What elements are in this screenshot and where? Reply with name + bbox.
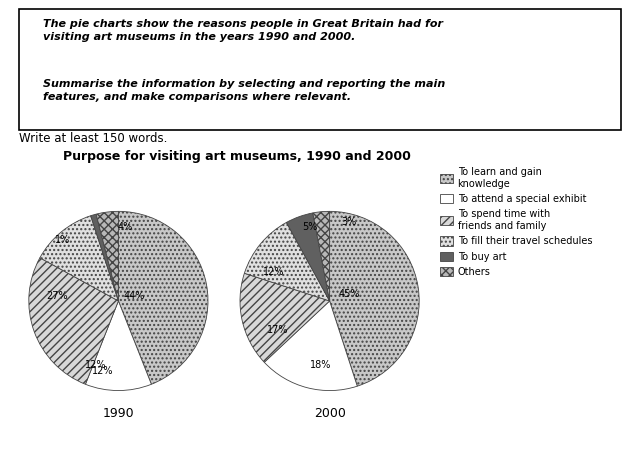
Wedge shape <box>85 301 152 391</box>
Text: 3%: 3% <box>342 217 357 227</box>
Text: 12%: 12% <box>85 361 107 370</box>
Text: 12%: 12% <box>92 366 113 376</box>
Wedge shape <box>287 213 330 301</box>
Wedge shape <box>118 211 208 384</box>
Wedge shape <box>40 216 118 301</box>
Wedge shape <box>91 214 118 301</box>
Text: 27%: 27% <box>47 292 68 301</box>
Legend: To learn and gain
knowledge, To attend a special exhibit, To spend time with
fri: To learn and gain knowledge, To attend a… <box>440 167 592 277</box>
Wedge shape <box>330 211 419 386</box>
Wedge shape <box>29 258 118 384</box>
Wedge shape <box>313 211 330 301</box>
Text: 44%: 44% <box>124 292 145 301</box>
Text: Write at least 150 words.: Write at least 150 words. <box>19 132 168 145</box>
Text: 4%: 4% <box>118 223 133 232</box>
Text: 2000: 2000 <box>314 407 346 419</box>
Text: 45%: 45% <box>339 289 360 299</box>
Wedge shape <box>240 273 330 362</box>
Text: Purpose for visiting art museums, 1990 and 2000: Purpose for visiting art museums, 1990 a… <box>63 150 411 163</box>
Wedge shape <box>244 222 330 301</box>
Text: 17%: 17% <box>267 325 289 335</box>
Wedge shape <box>96 211 118 301</box>
Text: 12%: 12% <box>263 267 285 277</box>
Text: 1%: 1% <box>55 235 70 245</box>
Text: Summarise the information by selecting and reporting the main
features, and make: Summarise the information by selecting a… <box>44 79 445 102</box>
Text: The pie charts show the reasons people in Great Britain had for
visiting art mus: The pie charts show the reasons people i… <box>44 19 444 42</box>
Wedge shape <box>264 301 357 391</box>
Text: 18%: 18% <box>310 361 332 370</box>
Text: 5%: 5% <box>302 223 317 232</box>
FancyBboxPatch shape <box>19 9 621 130</box>
Text: 1990: 1990 <box>102 407 134 419</box>
